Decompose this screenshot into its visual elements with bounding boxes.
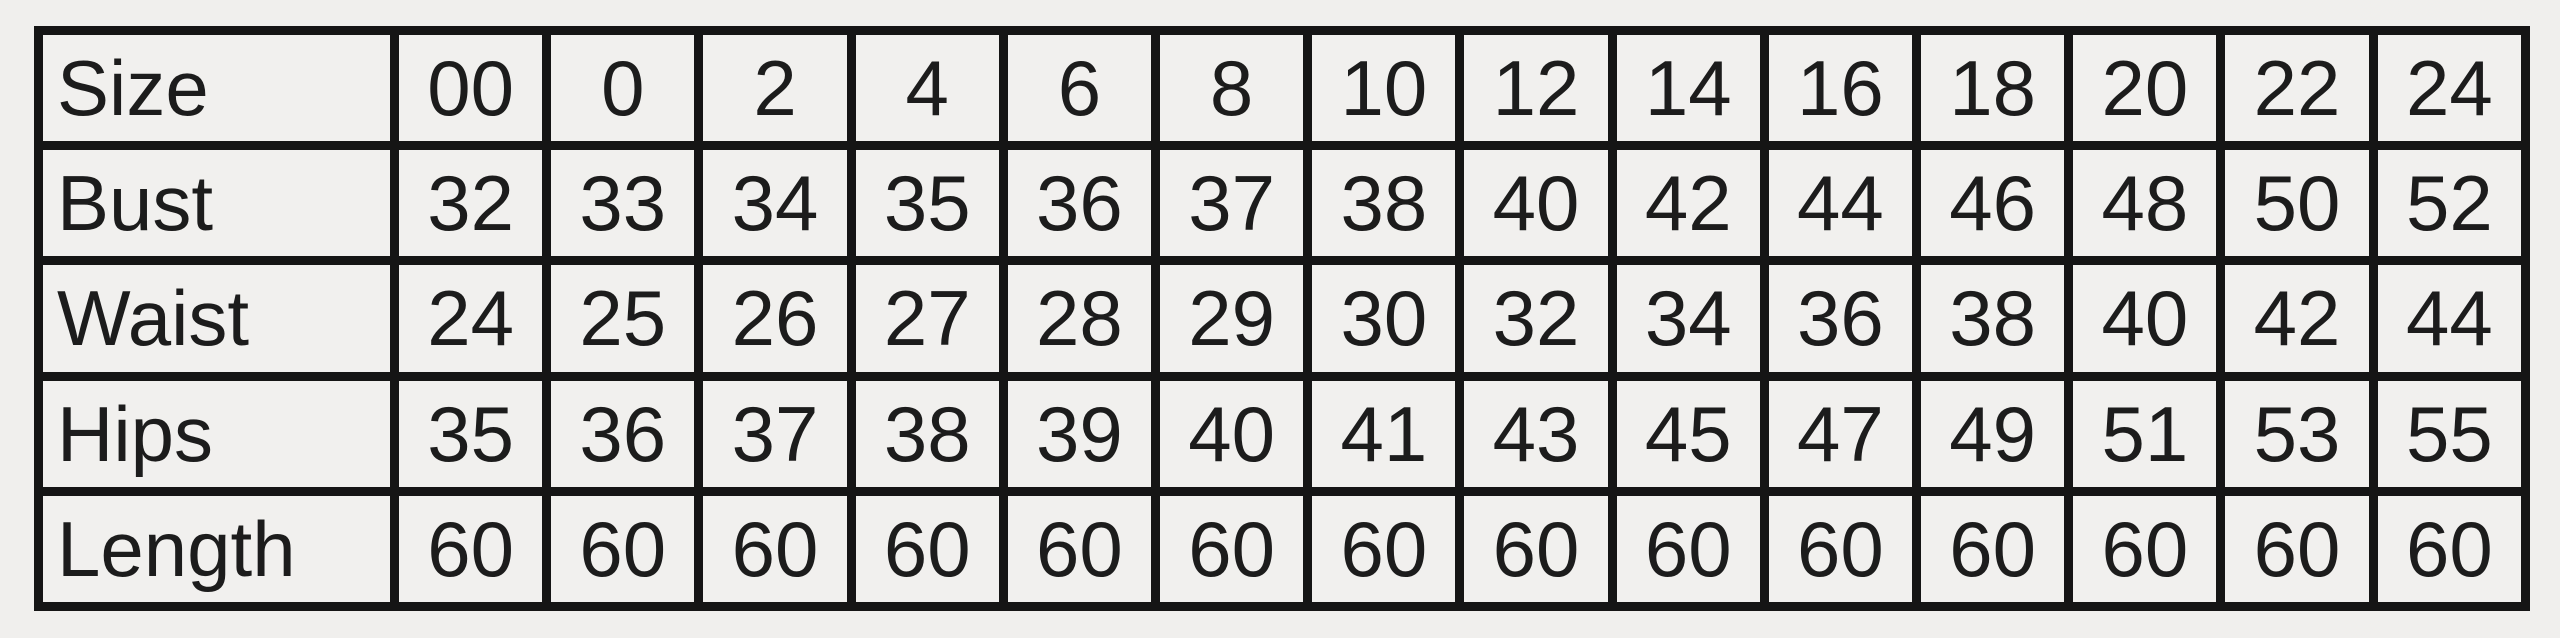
table-cell: 2 bbox=[694, 25, 856, 151]
table-cell: 36 bbox=[1759, 256, 1922, 381]
table-cell: 28 bbox=[998, 256, 1161, 381]
table-cell: 38 bbox=[1303, 141, 1465, 266]
table-row: Waist 24 25 26 27 28 29 30 32 34 36 38 40 42 44 bbox=[34, 256, 2531, 381]
row-label: Size bbox=[34, 25, 399, 151]
table-cell: 60 bbox=[998, 486, 1161, 612]
table-cell: 30 bbox=[1303, 256, 1465, 381]
table-cell: 40 bbox=[2064, 256, 2226, 381]
table-cell: 39 bbox=[998, 371, 1161, 496]
table-cell: 36 bbox=[998, 141, 1161, 266]
table-cell: 24 bbox=[389, 256, 552, 381]
table-cell: 35 bbox=[389, 371, 552, 496]
table-cell: 8 bbox=[1151, 25, 1313, 151]
table-cell: 60 bbox=[542, 486, 704, 612]
table-cell: 20 bbox=[2064, 25, 2226, 151]
table-cell: 60 bbox=[2368, 486, 2531, 612]
table-cell: 60 bbox=[1759, 486, 1922, 612]
table-cell: 42 bbox=[2216, 256, 2378, 381]
table-cell: 60 bbox=[2216, 486, 2378, 612]
table-cell: 4 bbox=[846, 25, 1008, 151]
table-cell: 36 bbox=[542, 371, 704, 496]
table-cell: 16 bbox=[1759, 25, 1922, 151]
table-cell: 00 bbox=[389, 25, 552, 151]
table-cell: 44 bbox=[2368, 256, 2531, 381]
size-chart-table: Size 00 0 2 4 6 8 10 12 14 16 18 20 22 24 Bust 32 33 34 35 3… bbox=[34, 25, 2531, 612]
table-cell: 12 bbox=[1455, 25, 1617, 151]
table-cell: 50 bbox=[2216, 141, 2378, 266]
table-cell: 60 bbox=[1607, 486, 1769, 612]
table-cell: 10 bbox=[1303, 25, 1465, 151]
table-cell: 33 bbox=[542, 141, 704, 266]
table-cell: 0 bbox=[542, 25, 704, 151]
table-cell: 35 bbox=[846, 141, 1008, 266]
table-cell: 60 bbox=[694, 486, 856, 612]
table-cell: 60 bbox=[2064, 486, 2226, 612]
row-label: Bust bbox=[34, 141, 399, 266]
table-row: Bust 32 33 34 35 36 37 38 40 42 44 46 48 50 52 bbox=[34, 141, 2531, 266]
table-cell: 43 bbox=[1455, 371, 1617, 496]
table-cell: 14 bbox=[1607, 25, 1769, 151]
table-cell: 32 bbox=[1455, 256, 1617, 381]
table-cell: 55 bbox=[2368, 371, 2531, 496]
table-cell: 6 bbox=[998, 25, 1161, 151]
table-cell: 24 bbox=[2368, 25, 2531, 151]
row-label: Waist bbox=[34, 256, 399, 381]
table-cell: 46 bbox=[1912, 141, 2074, 266]
table-cell: 38 bbox=[1912, 256, 2074, 381]
table-cell: 37 bbox=[1151, 141, 1313, 266]
table-row: Hips 35 36 37 38 39 40 41 43 45 47 49 51 53 55 bbox=[34, 371, 2531, 496]
table-cell: 37 bbox=[694, 371, 856, 496]
table-cell: 47 bbox=[1759, 371, 1922, 496]
row-label: Hips bbox=[34, 371, 399, 496]
table-cell: 27 bbox=[846, 256, 1008, 381]
table-cell: 48 bbox=[2064, 141, 2226, 266]
table-cell: 60 bbox=[1912, 486, 2074, 612]
table-cell: 22 bbox=[2216, 25, 2378, 151]
table-cell: 60 bbox=[389, 486, 552, 612]
table-cell: 34 bbox=[1607, 256, 1769, 381]
table-cell: 18 bbox=[1912, 25, 2074, 151]
table-cell: 25 bbox=[542, 256, 704, 381]
table-cell: 52 bbox=[2368, 141, 2531, 266]
table-cell: 34 bbox=[694, 141, 856, 266]
row-label: Length bbox=[34, 486, 399, 612]
table-row: Size 00 0 2 4 6 8 10 12 14 16 18 20 22 24 bbox=[34, 25, 2531, 151]
table-cell: 26 bbox=[694, 256, 856, 381]
table-cell: 38 bbox=[846, 371, 1008, 496]
table-cell: 60 bbox=[1455, 486, 1617, 612]
table-cell: 42 bbox=[1607, 141, 1769, 266]
table-cell: 49 bbox=[1912, 371, 2074, 496]
table-cell: 53 bbox=[2216, 371, 2378, 496]
table-cell: 40 bbox=[1455, 141, 1617, 266]
table-cell: 40 bbox=[1151, 371, 1313, 496]
table-cell: 51 bbox=[2064, 371, 2226, 496]
table-cell: 44 bbox=[1759, 141, 1922, 266]
table-row: Length 60 60 60 60 60 60 60 60 60 60 60 60 60 60 bbox=[34, 486, 2531, 612]
table-cell: 60 bbox=[1151, 486, 1313, 612]
table-cell: 29 bbox=[1151, 256, 1313, 381]
table-cell: 41 bbox=[1303, 371, 1465, 496]
table-cell: 60 bbox=[1303, 486, 1465, 612]
table-cell: 45 bbox=[1607, 371, 1769, 496]
table-cell: 60 bbox=[846, 486, 1008, 612]
table-cell: 32 bbox=[389, 141, 552, 266]
